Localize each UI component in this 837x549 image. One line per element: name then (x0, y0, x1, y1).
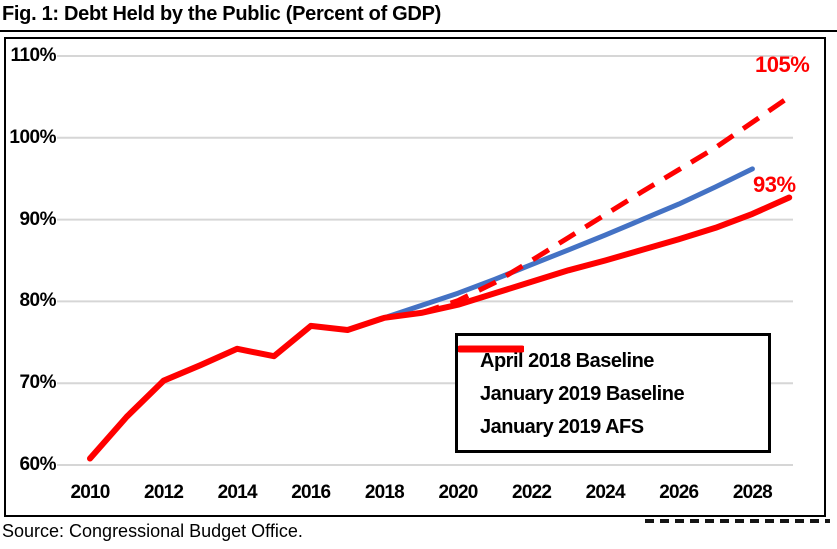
chart-frame: 105% 93% April 2018 Baseline January 2019… (4, 37, 826, 517)
x-axis-tick-label: 2022 (512, 482, 552, 503)
legend-item-label: April 2018 Baseline (480, 349, 654, 372)
chart-title: Fig. 1: Debt Held by the Public (Percent… (0, 0, 837, 32)
legend-item-label: January 2019 Baseline (480, 382, 685, 405)
x-axis-tick-label: 2020 (438, 482, 478, 503)
x-axis-tick-label: 2012 (144, 482, 184, 503)
legend-item: January 2019 AFS (460, 346, 758, 440)
squished-text-artifact (645, 519, 830, 523)
y-axis-tick-label: 70% (19, 372, 56, 394)
baseline-endpoint-label: 93% (753, 172, 796, 197)
legend-item: January 2019 Baseline (458, 345, 758, 407)
plot-area: 105% 93% April 2018 Baseline January 2019… (6, 39, 824, 515)
legend-line-sample (460, 346, 522, 352)
y-axis-tick-label: 80% (19, 290, 56, 312)
y-axis-tick-label: 90% (19, 208, 56, 230)
source-note: Source: Congressional Budget Office. (2, 521, 303, 541)
afs-endpoint-label: 105% (755, 52, 810, 77)
x-axis-tick-label: 2028 (732, 482, 773, 503)
x-axis-tick-label: 2014 (217, 482, 258, 503)
series-line-2 (420, 94, 791, 316)
x-axis-tick-label: 2016 (291, 482, 331, 503)
line-chart (57, 55, 793, 466)
legend-item-label: January 2019 AFS (480, 415, 644, 438)
series-line-0 (345, 166, 755, 333)
y-axis-tick-label: 110% (10, 45, 56, 66)
x-axis-tick-label: 2010 (70, 482, 110, 503)
legend: April 2018 Baseline January 2019 Baseline… (455, 333, 771, 453)
y-axis-tick-label: 100% (9, 126, 56, 148)
x-axis-tick-label: 2026 (659, 482, 699, 503)
x-axis-tick-label: 2018 (364, 482, 405, 503)
x-axis-tick-label: 2024 (585, 482, 626, 503)
y-axis-tick-label: 60% (19, 454, 56, 475)
